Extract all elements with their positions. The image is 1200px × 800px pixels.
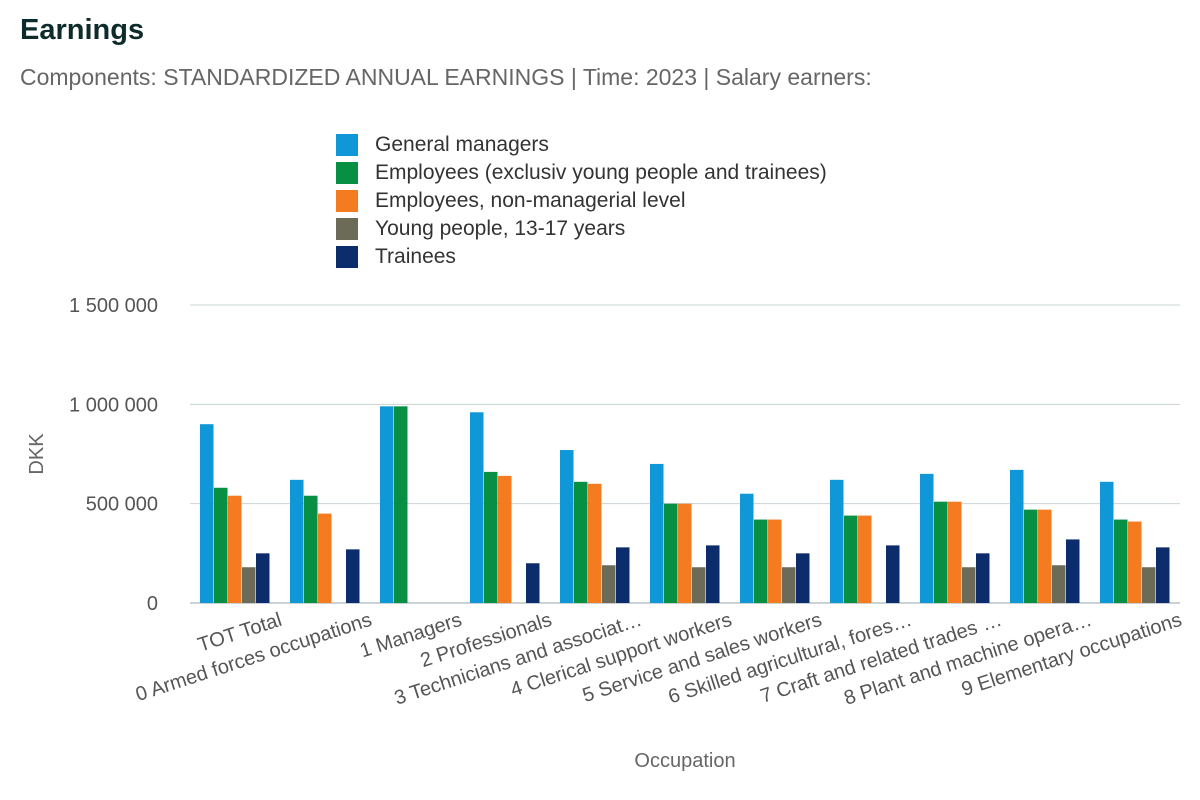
bar-5-8: [886, 545, 900, 603]
chart-legend: General managers Employees (exclusiv youn…: [336, 131, 827, 271]
bar-1-8: [830, 479, 844, 603]
bar-1-4: [470, 412, 484, 603]
bar-4-11: [1142, 567, 1156, 603]
bar-2-6: [664, 503, 678, 603]
bar-5-6: [706, 545, 720, 603]
bar-5-5: [616, 547, 630, 603]
legend-swatch: [336, 190, 358, 212]
legend-swatch: [336, 246, 358, 268]
bar-5-4: [526, 563, 540, 603]
bar-5-11: [1156, 547, 1170, 603]
x-axis-title: Occupation: [634, 750, 735, 772]
bar-1-6: [650, 463, 664, 603]
y-tick-label: 500 000: [86, 494, 158, 516]
y-axis-title: DKK: [26, 433, 48, 475]
bar-1-3: [380, 406, 394, 603]
legend-label: Trainees: [375, 245, 456, 268]
bar-3-8: [858, 515, 872, 603]
legend-label: Young people, 13-17 years: [375, 217, 626, 240]
chart-title: Earnings: [20, 14, 145, 46]
bar-5-10: [1066, 539, 1080, 603]
bar-3-11: [1128, 521, 1142, 603]
bar-1-1: [200, 424, 214, 603]
bar-5-7: [796, 553, 810, 603]
legend-item[interactable]: Young people, 13-17 years: [336, 215, 827, 243]
bar-2-9: [934, 501, 948, 603]
legend-item[interactable]: Trainees: [336, 243, 827, 271]
bar-1-5: [560, 450, 574, 603]
bar-3-9: [948, 501, 962, 603]
bar-1-10: [1010, 469, 1024, 603]
legend-label: General managers: [375, 133, 549, 156]
bar-4-1: [242, 567, 256, 603]
bar-4-10: [1052, 565, 1066, 603]
legend-item[interactable]: General managers: [336, 131, 827, 159]
bar-4-6: [692, 567, 706, 603]
bar-2-11: [1114, 519, 1128, 603]
bar-4-9: [962, 567, 976, 603]
bar-3-2: [318, 513, 332, 603]
bar-2-4: [484, 471, 498, 603]
bar-3-4: [498, 475, 512, 603]
bar-2-1: [214, 487, 228, 603]
bar-1-11: [1100, 481, 1114, 603]
y-tick-label: 1 500 000: [69, 295, 158, 317]
legend-swatch: [336, 162, 358, 184]
y-tick-label: 0: [147, 593, 158, 615]
bar-3-5: [588, 483, 602, 603]
bar-2-10: [1024, 509, 1038, 603]
bar-1-2: [290, 479, 304, 603]
legend-item[interactable]: Employees, non-managerial level: [336, 187, 827, 215]
legend-swatch: [336, 134, 358, 156]
bar-3-10: [1038, 509, 1052, 603]
legend-item[interactable]: Employees (exclusiv young people and tra…: [336, 159, 827, 187]
y-tick-label: 1 000 000: [69, 394, 158, 416]
bar-2-5: [574, 481, 588, 603]
bar-3-6: [678, 503, 692, 603]
bar-4-5: [602, 565, 616, 603]
legend-swatch: [336, 218, 358, 240]
bar-2-2: [304, 495, 318, 603]
bar-3-1: [228, 495, 242, 603]
legend-label: Employees, non-managerial level: [375, 189, 686, 212]
bar-3-7: [768, 519, 782, 603]
bar-2-3: [394, 406, 408, 603]
bar-5-2: [346, 549, 360, 603]
bar-1-9: [920, 473, 934, 603]
bar-4-7: [782, 567, 796, 603]
legend-label: Employees (exclusiv young people and tra…: [375, 161, 827, 184]
bar-2-7: [754, 519, 768, 603]
bar-5-1: [256, 553, 270, 603]
chart-subtitle: Components: STANDARDIZED ANNUAL EARNINGS…: [20, 64, 872, 90]
bar-1-7: [740, 493, 754, 603]
bar-2-8: [844, 515, 858, 603]
bar-5-9: [976, 553, 990, 603]
